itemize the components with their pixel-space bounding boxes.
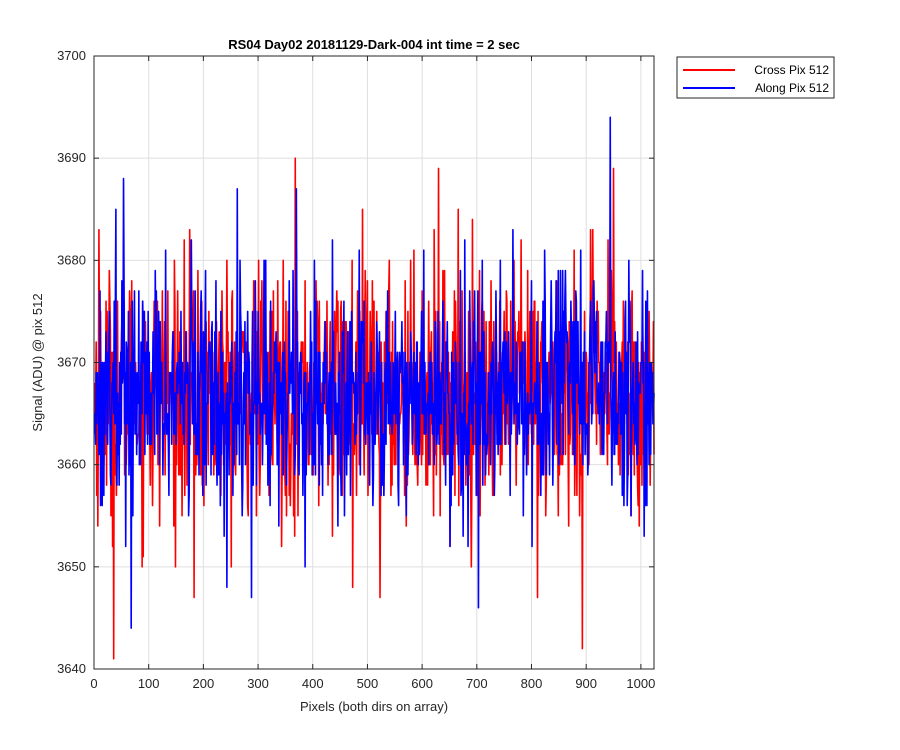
y-tick-label: 3690 (57, 150, 86, 165)
y-tick-label: 3650 (57, 559, 86, 574)
y-tick-label: 3670 (57, 355, 86, 370)
x-tick-label: 300 (247, 676, 269, 691)
ticks: 0 100 200 300 400 500 600 700 800 900 1000 3640 3650… (57, 48, 655, 691)
y-axis-label: Signal (ADU) @ pix 512 (30, 293, 45, 431)
x-tick-label: 1000 (626, 676, 655, 691)
series-layer (93, 116, 655, 660)
x-tick-label: 100 (138, 676, 160, 691)
x-tick-label: 600 (411, 676, 433, 691)
x-tick-label: 700 (466, 676, 488, 691)
x-tick-label: 0 (90, 676, 97, 691)
x-axis-label: Pixels (both dirs on array) (300, 699, 448, 714)
legend-label-1: Along Pix 512 (755, 81, 829, 95)
legend-label-0: Cross Pix 512 (754, 63, 829, 77)
x-tick-label: 400 (302, 676, 324, 691)
x-tick-label: 500 (357, 676, 379, 691)
y-tick-label: 3640 (57, 661, 86, 676)
x-tick-label: 800 (521, 676, 543, 691)
x-tick-label: 200 (193, 676, 215, 691)
y-tick-label: 3700 (57, 48, 86, 63)
y-tick-label: 3680 (57, 252, 86, 267)
y-tick-label: 3660 (57, 457, 86, 472)
legend-box (676, 56, 835, 99)
series-line-1 (93, 116, 655, 629)
x-tick-label: 900 (575, 676, 597, 691)
chart-title: RS04 Day02 20181129-Dark-004 int time = … (228, 37, 520, 52)
legend[interactable]: Cross Pix 512 Along Pix 512 (676, 56, 835, 99)
